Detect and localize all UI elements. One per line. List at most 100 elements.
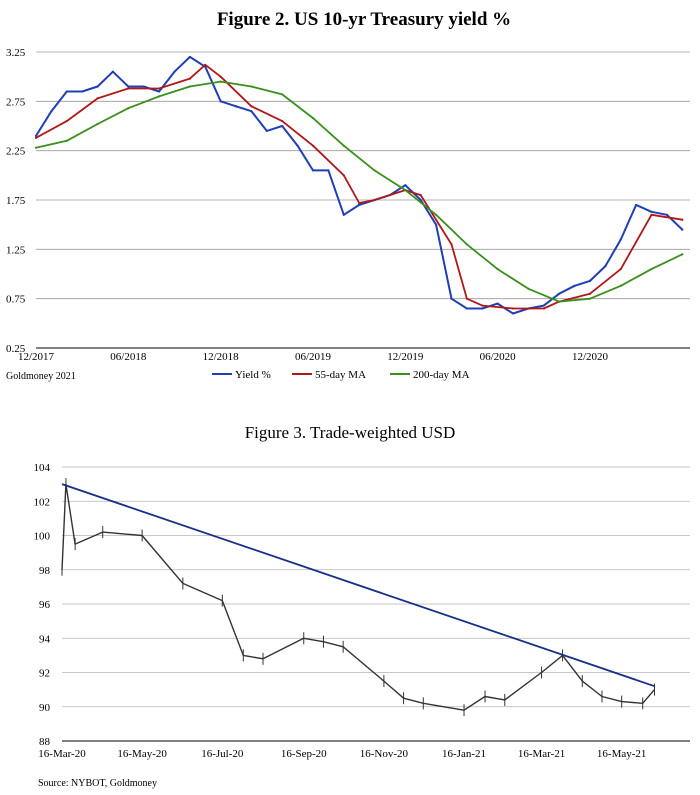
ma200-point: [650, 267, 653, 271]
ma55-point: [373, 198, 376, 202]
yield-point: [465, 307, 468, 310]
figure-3-x-tick-label: 16-Mar-20: [38, 748, 86, 760]
ma200-point: [311, 117, 315, 120]
figure-3-gridlines: [62, 466, 690, 742]
yield-point: [419, 198, 422, 202]
ma200-point: [496, 267, 499, 271]
figure-2-title: Figure 2. US 10-yr Treasury yield %: [217, 9, 511, 30]
figure-2-source: Goldmoney 2021: [6, 371, 76, 382]
yield-point: [142, 85, 145, 88]
ma55-point: [127, 87, 130, 90]
yield-point: [358, 203, 361, 207]
yield-line: [35, 55, 683, 315]
figure-2-x-tick-label: 06/2019: [295, 351, 332, 363]
yield-point: [511, 312, 515, 315]
figure-2-y-tick-label: 3.25: [6, 47, 26, 59]
ma55-point: [681, 218, 684, 221]
ma200-point: [434, 213, 438, 216]
ma55-point: [450, 243, 453, 246]
yield-point: [111, 70, 115, 73]
yield-point: [542, 304, 545, 307]
ma55-point: [619, 267, 622, 271]
ma55-point: [250, 105, 253, 108]
figure-2-x-tick-label: 06/2020: [480, 351, 517, 363]
yield-point: [665, 213, 669, 216]
yield-point: [327, 169, 330, 172]
yield-point: [588, 279, 592, 283]
yield-point: [250, 110, 253, 113]
yield-point: [558, 292, 561, 295]
yield-point: [404, 184, 407, 187]
figure-2-y-tick-label: 1.75: [6, 195, 26, 207]
yield-point: [481, 307, 484, 310]
figure-3-y-tick-label: 92: [39, 668, 50, 680]
figure-2-x-tick-label: 06/2018: [110, 351, 147, 363]
figure-3-y-tick-label: 88: [39, 736, 51, 748]
ma200-line: [35, 80, 683, 303]
yield-point: [81, 90, 84, 93]
yield-point: [188, 55, 191, 59]
yield-point: [434, 223, 438, 226]
ma200-point: [65, 139, 68, 142]
ma55-point: [358, 201, 361, 205]
figure-2-x-tick-label: 12/2019: [387, 351, 424, 363]
figure-3-y-tick-label: 96: [39, 599, 51, 611]
yield-point: [281, 124, 284, 128]
yield-point: [96, 85, 99, 88]
legend-ma200-label: 200-day MA: [413, 369, 470, 381]
ma55-point: [281, 119, 284, 123]
ma200-point: [465, 243, 468, 246]
ma55-point: [511, 307, 515, 310]
ma200-point: [96, 122, 99, 126]
yield-point: [619, 238, 622, 241]
ma200-point: [158, 95, 161, 98]
ma200-point: [127, 107, 130, 110]
ma200-point: [588, 297, 592, 300]
yield-point: [219, 100, 222, 103]
figure-3-y-tick-label: 94: [39, 633, 51, 645]
yield-point: [65, 90, 68, 93]
figure-2-y-tick-label: 2.25: [6, 146, 26, 158]
yield-point: [173, 70, 176, 73]
ma200-point: [404, 189, 407, 192]
figure-2-series: [34, 55, 684, 315]
ma55-point: [96, 97, 99, 100]
ma55-point: [311, 144, 315, 147]
ma55-point: [542, 307, 545, 310]
yield-point: [234, 105, 238, 108]
yield-point: [604, 265, 607, 268]
figure-2-y-tick-label: 0.75: [6, 294, 26, 306]
ma55-point: [481, 304, 484, 307]
yield-point: [158, 90, 161, 93]
yield-point: [450, 297, 453, 300]
yield-point: [650, 210, 653, 213]
ma200-point: [219, 80, 222, 83]
ma55-point: [419, 193, 422, 197]
figure-3-y-tick-label: 104: [34, 462, 51, 474]
ma55-point: [219, 75, 222, 78]
figure-3-x-tick-label: 16-Mar-21: [518, 748, 565, 760]
ma55-point: [342, 174, 345, 177]
yield-point: [496, 302, 499, 305]
ma200-point: [250, 85, 253, 88]
ma55-point: [650, 213, 653, 216]
figure-2-y-tick-label: 2.75: [6, 96, 26, 108]
figure-3-series: [61, 478, 656, 717]
figure-3-y-tick-label: 90: [39, 702, 51, 714]
figure-2-x-axis: 12/2017 06/2018 12/2018 06/2019 12/2019 06/20…: [18, 351, 609, 363]
yield-point: [573, 284, 576, 287]
yield-point: [34, 134, 38, 137]
ma200-point: [281, 93, 284, 96]
figure-3-source: Source: NYBOT, Goldmoney: [38, 778, 157, 789]
ma55-point: [188, 77, 191, 80]
figure-3-x-tick-label: 16-Jul-20: [201, 748, 244, 760]
figure-3-chart: Figure 3. Trade-weighted USD 104 102 100 98…: [34, 423, 690, 789]
ma55-line: [35, 63, 683, 310]
figure-3-y-tick-label: 98: [39, 565, 51, 577]
figure-3-y-axis: 104 102 100 98 96 94 92 90 88: [34, 462, 51, 748]
ma55-point: [465, 297, 468, 300]
figure-3-x-tick-label: 16-Jan-21: [442, 748, 486, 760]
ma200-point: [34, 146, 38, 149]
yield-point: [635, 203, 638, 207]
